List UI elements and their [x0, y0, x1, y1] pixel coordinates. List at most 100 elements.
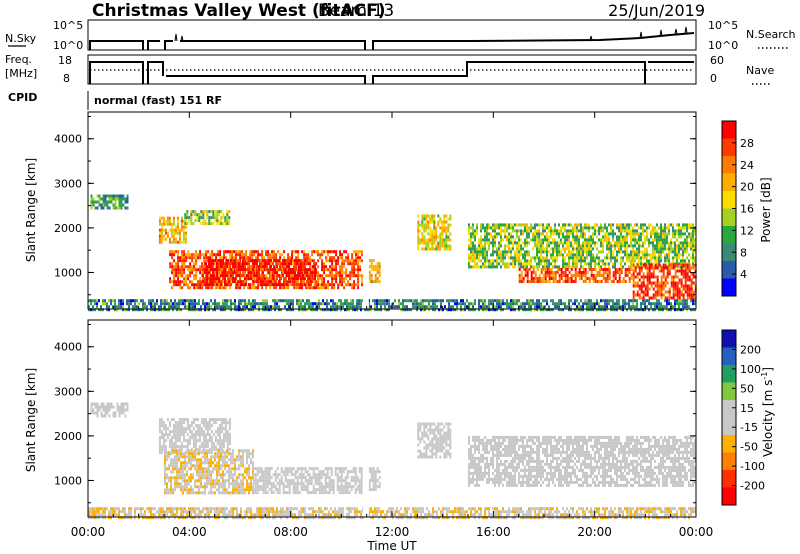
scatter-cell [564, 262, 566, 266]
scatter-cell [376, 271, 379, 275]
scatter-cell [622, 265, 624, 269]
scatter-cell [170, 222, 173, 226]
scatter-cell [126, 308, 128, 312]
scatter-cell [217, 250, 220, 254]
scatter-cell [488, 308, 490, 312]
scatter-cell [662, 293, 665, 297]
scatter-cell [280, 299, 282, 303]
scatter-cell [206, 280, 208, 284]
scatter-cell [608, 238, 610, 242]
scatter-cell [654, 284, 657, 288]
scatter-cell [174, 228, 177, 232]
scatter-cell [184, 219, 187, 223]
scatter-cell [164, 308, 166, 312]
scatter-cell [600, 250, 602, 254]
scatter-cell [196, 470, 198, 474]
scatter-cell [618, 229, 620, 233]
scatter-cell [618, 305, 620, 309]
scatter-cell [472, 259, 474, 263]
scatter-cell [196, 433, 199, 437]
scatter-cell [274, 271, 276, 275]
scatter-cell [355, 274, 358, 278]
scatter-cell [486, 232, 488, 236]
scatter-cell [464, 302, 466, 306]
scatter-cell [598, 265, 600, 269]
scatter-cell [172, 418, 175, 422]
scatter-cell [640, 266, 643, 270]
scatter-cell [212, 302, 214, 306]
scatter-cell [290, 259, 292, 263]
scatter-cell [194, 449, 196, 453]
scatter-cell [102, 194, 105, 198]
scatter-cell [359, 256, 362, 260]
scatter-cell [536, 262, 538, 266]
scatter-cell [590, 302, 592, 306]
scatter-cell [441, 238, 444, 242]
scatter-cell [224, 299, 226, 303]
scatter-cell [492, 235, 494, 239]
scatter-cell [186, 442, 189, 446]
scatter-cell [584, 274, 587, 277]
scatter-cell [421, 232, 424, 236]
scatter-cell [576, 229, 578, 233]
scatter-cell [317, 277, 320, 281]
scatter-cell [168, 228, 171, 232]
scatter-cell [390, 305, 392, 309]
scatter-cell [552, 265, 554, 269]
scatter-cell [512, 241, 514, 245]
scatter-cell [388, 308, 390, 312]
scatter-cell [528, 250, 530, 254]
scatter-cell [331, 250, 334, 254]
scatter-cell [526, 250, 528, 254]
scatter-cell [676, 275, 679, 279]
scatter-cell [564, 241, 566, 245]
scatter-cell [562, 256, 564, 260]
scatter-cell [692, 290, 695, 294]
scatter-cell [580, 256, 582, 260]
scatter-cell [492, 247, 494, 251]
scatter-cell [656, 266, 659, 270]
scatter-cell [370, 262, 373, 266]
scatter-cell [596, 308, 598, 312]
scatter-cell [516, 250, 518, 254]
scatter-cell [666, 247, 668, 251]
scatter-cell [508, 235, 510, 239]
scatter-cell [536, 268, 539, 271]
scatter-cell [198, 219, 201, 223]
scatter-cell [313, 280, 316, 284]
scatter-cell [251, 250, 254, 254]
scatter-cell [514, 256, 516, 260]
scatter-cell [228, 222, 231, 226]
scatter-cell [228, 271, 230, 275]
scatter-cell [249, 283, 252, 287]
scatter-cell [222, 433, 225, 437]
scatter-cell [674, 269, 677, 273]
scatter-cell [632, 247, 634, 251]
scatter-cell [172, 240, 175, 244]
scatter-cell [188, 436, 191, 440]
scatter-cell [206, 430, 209, 434]
scatter-cell [118, 200, 121, 204]
scatter-cell [568, 265, 570, 269]
scatter-cell [188, 491, 190, 495]
scatter-cell [212, 213, 215, 217]
scatter-cell [250, 305, 252, 309]
scatter-cell [265, 253, 268, 257]
scatter-cell [158, 418, 161, 422]
scatter-cell [530, 299, 532, 303]
scatter-cell [680, 244, 682, 248]
scatter-cell [630, 223, 632, 227]
scatter-cell [564, 259, 566, 263]
scatter-cell [470, 235, 472, 239]
scatter-cell [480, 299, 482, 303]
scatter-cell [90, 200, 93, 204]
scatter-cell [361, 283, 364, 287]
scatter-cell [568, 259, 570, 263]
scatter-cell [182, 433, 185, 437]
scatter-cell [644, 293, 647, 297]
scatter-cell [190, 473, 192, 477]
scatter-cell [560, 229, 562, 233]
scatter-cell [185, 277, 188, 281]
scatter-cell [221, 256, 224, 260]
scatter-cell [278, 283, 280, 287]
